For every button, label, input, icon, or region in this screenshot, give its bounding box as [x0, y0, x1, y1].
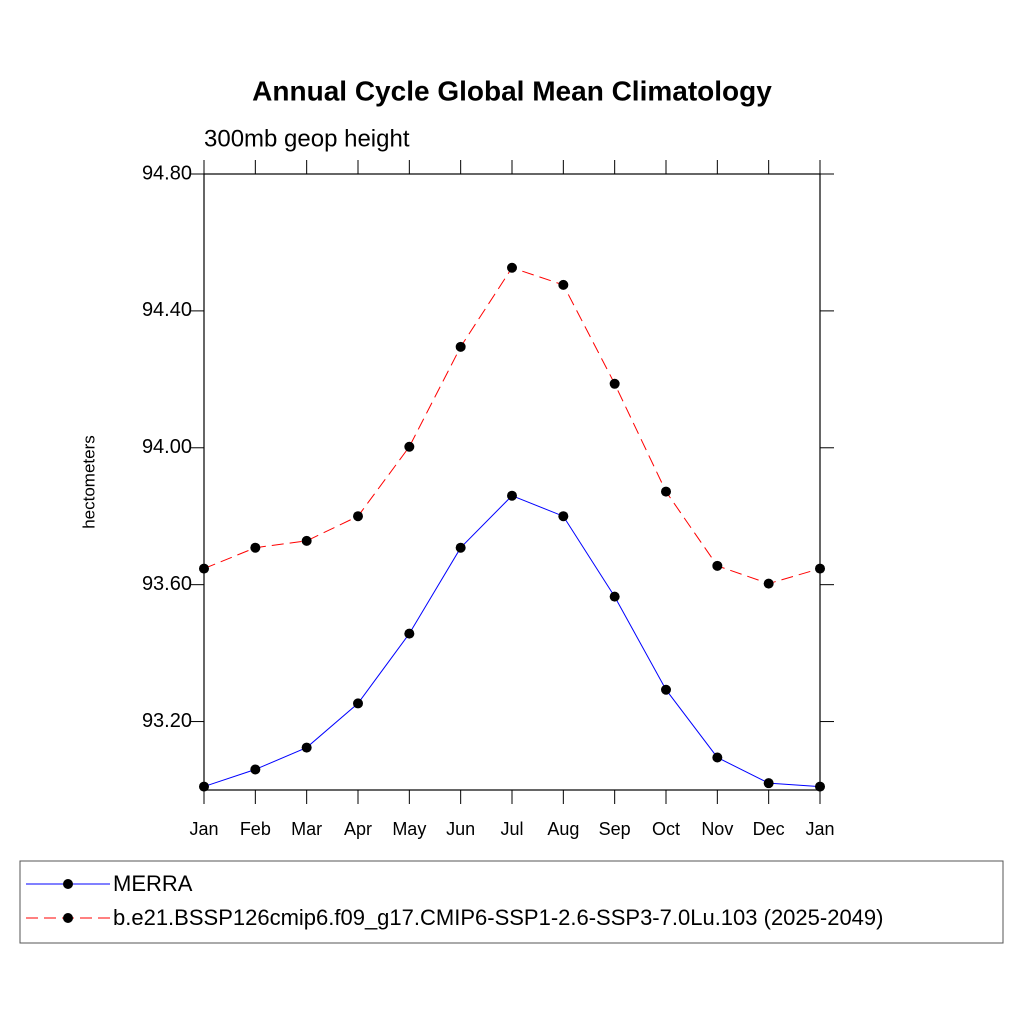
point: [712, 560, 723, 571]
x-tick-label: May: [392, 819, 426, 839]
y-tick-label: 93.20: [142, 710, 192, 732]
point: [250, 764, 261, 775]
x-tick-label: Jan: [189, 819, 218, 839]
x-tick-label: Jul: [500, 819, 523, 839]
point: [763, 778, 774, 789]
x-tick-label: Apr: [344, 819, 372, 839]
point: [507, 490, 517, 501]
point: [815, 781, 825, 792]
x-tick-label: Aug: [547, 819, 579, 839]
point: [609, 591, 620, 602]
point: [661, 486, 671, 497]
point: [250, 542, 261, 553]
point: [404, 628, 415, 639]
point: [815, 563, 825, 574]
point: [455, 542, 466, 553]
point: [507, 262, 517, 273]
point: [301, 742, 312, 753]
x-tick-label: Oct: [652, 819, 680, 839]
point: [199, 781, 209, 792]
x-tick-label: Jun: [446, 819, 475, 839]
y-tick-label: 94.80: [142, 162, 192, 184]
point: [763, 578, 774, 589]
chart-subtitle: 300mb geop height: [204, 125, 410, 152]
legend-marker: [63, 879, 73, 889]
chart-title: Annual Cycle Global Mean Climatology: [252, 75, 772, 106]
series-line: [203, 495, 821, 788]
y-tick-label: 93.60: [142, 573, 192, 595]
point: [353, 698, 363, 709]
point: [558, 279, 569, 290]
point: [558, 511, 569, 522]
point: [404, 441, 415, 452]
point: [199, 563, 209, 574]
point: [712, 752, 723, 763]
x-tick-label: Dec: [753, 819, 785, 839]
x-tick-label: Nov: [701, 819, 733, 839]
y-axis-label: hectometers: [79, 435, 98, 529]
legend-marker: [63, 913, 73, 923]
series-line: [203, 267, 821, 585]
legend-label: b.e21.BSSP126cmip6.f09_g17.CMIP6-SSP1-2.…: [113, 905, 883, 930]
x-tick-label: Jan: [805, 819, 834, 839]
point: [609, 378, 620, 389]
x-tick-label: Feb: [240, 819, 271, 839]
point: [455, 341, 466, 352]
y-tick-label: 94.00: [142, 436, 192, 458]
x-tick-label: Sep: [599, 819, 631, 839]
y-tick-label: 94.40: [142, 299, 192, 321]
point: [301, 535, 312, 546]
legend-box: [19, 860, 1004, 944]
legend-label: MERRA: [113, 871, 193, 896]
x-tick-label: Mar: [291, 819, 322, 839]
point: [353, 511, 363, 522]
point: [661, 684, 671, 695]
